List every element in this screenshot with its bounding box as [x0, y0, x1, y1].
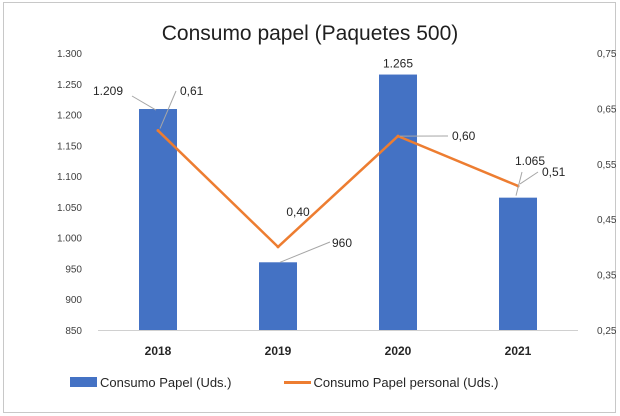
leader-line: [279, 241, 331, 263]
legend-label-bar: Consumo Papel (Uds.): [100, 374, 232, 390]
data-label: 0,60: [452, 129, 476, 143]
y-left-tick-label: 1.200: [57, 111, 82, 122]
bar: [499, 197, 537, 330]
y-left-tick-label: 850: [65, 326, 82, 337]
data-label: 0,61: [180, 84, 204, 98]
data-label: 960: [332, 236, 352, 250]
y-left-tick-label: 950: [65, 264, 82, 275]
chart-title: Consumo papel (Paquetes 500): [161, 22, 459, 45]
y-right-tick-label: 0,45: [597, 215, 617, 226]
legend: Consumo Papel (Uds.) Consumo Papel perso…: [70, 372, 550, 392]
y-left-tick-label: 1.100: [57, 172, 82, 183]
legend-swatch-bar: [70, 377, 97, 387]
line-series: [157, 129, 519, 249]
data-label: 1.265: [383, 57, 413, 71]
line-point: [396, 134, 400, 138]
legend-item-line: Consumo Papel personal (Uds.): [283, 374, 499, 390]
leader-line: [519, 171, 539, 185]
leader-line: [159, 90, 177, 129]
bar: [139, 109, 177, 330]
bar: [379, 74, 417, 331]
data-label: 0,40: [286, 205, 310, 219]
data-label: 1.065: [515, 154, 545, 168]
bar: [259, 262, 297, 330]
legend-item-bar: Consumo Papel (Uds.): [70, 375, 232, 390]
x-tick-label: 2019: [265, 344, 292, 358]
x-tick-label: 2018: [145, 344, 172, 358]
y-right-tick-label: 0,65: [597, 104, 617, 115]
y-right-tick-label: 0,25: [597, 326, 617, 337]
y-right-tick-label: 0,55: [597, 160, 617, 171]
y-left-tick-label: 1.000: [57, 234, 82, 245]
y-left-tick-label: 1.300: [57, 49, 82, 60]
legend-label-line: Consumo Papel personal (Uds.): [313, 374, 499, 390]
data-label: 1.209: [93, 84, 123, 98]
x-tick-label: 2020: [385, 344, 412, 358]
legend-swatch-line: [283, 380, 311, 384]
line-point: [156, 129, 160, 133]
data-label: 0,51: [542, 165, 566, 179]
y-left-tick-label: 1.050: [57, 203, 82, 214]
y-right-tick-label: 0,75: [597, 49, 617, 60]
y-right-tick-label: 0,35: [597, 271, 617, 282]
x-tick-label: 2021: [505, 344, 532, 358]
line-point: [276, 245, 280, 249]
leader-line: [131, 95, 157, 111]
y-left-tick-label: 1.250: [57, 80, 82, 91]
leader-line: [515, 171, 523, 196]
y-left-tick-label: 1.150: [57, 141, 82, 152]
y-left-tick-label: 900: [65, 295, 82, 306]
